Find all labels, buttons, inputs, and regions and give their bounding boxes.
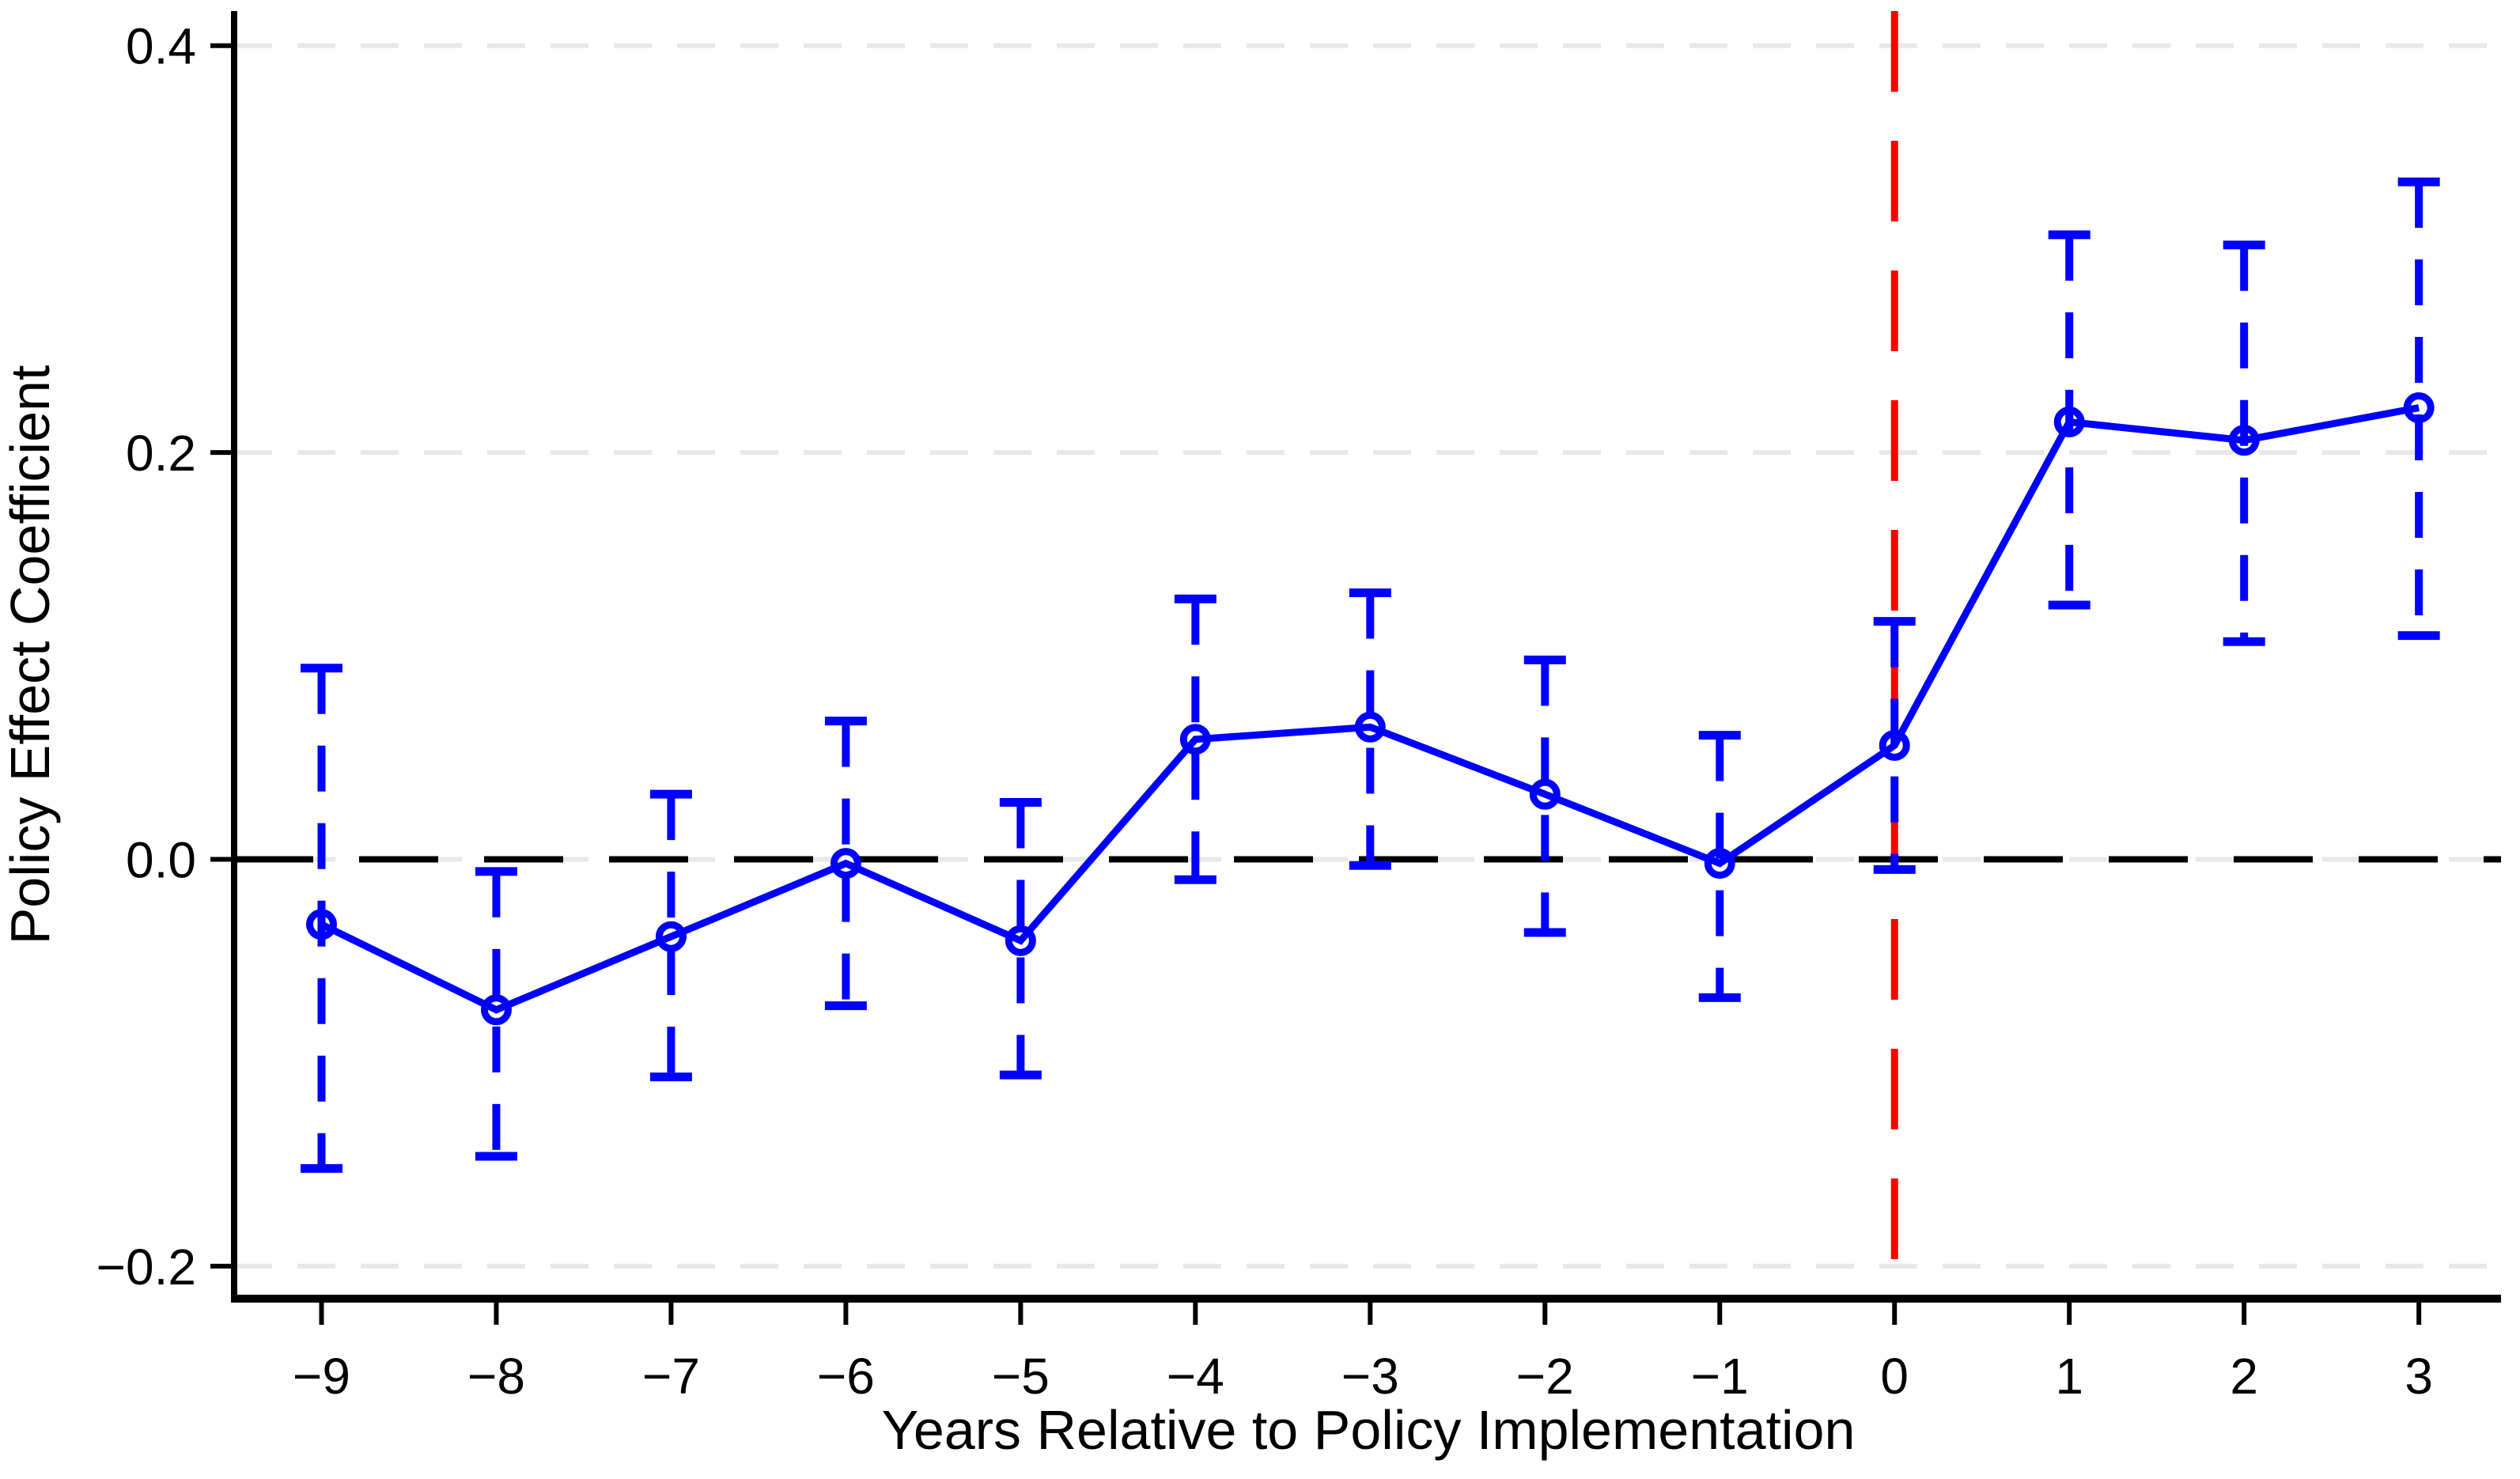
x-tick-label: −7 bbox=[642, 1348, 700, 1405]
x-tick-label: −1 bbox=[1691, 1348, 1749, 1405]
grid-layer bbox=[234, 43, 2501, 1269]
x-axis-title: Years Relative to Policy Implementation bbox=[882, 1399, 1856, 1461]
data-point-marker bbox=[305, 909, 337, 940]
data-point-marker bbox=[1879, 729, 1910, 761]
data-point-marker bbox=[2403, 392, 2435, 424]
y-axis-title: Policy Effect Coefficient bbox=[0, 365, 61, 945]
y-tick-label: 0.0 bbox=[126, 831, 196, 888]
estimate-line bbox=[320, 404, 2420, 1014]
x-tick-label: −5 bbox=[992, 1348, 1050, 1405]
data-point-marker bbox=[655, 921, 687, 952]
data-point-marker bbox=[1529, 778, 1561, 810]
x-tick-label: 1 bbox=[2055, 1348, 2083, 1405]
x-tick-label: −4 bbox=[1167, 1348, 1224, 1405]
data-point-marker bbox=[1704, 848, 1735, 879]
data-point-marker bbox=[2053, 407, 2085, 438]
data-point-marker bbox=[830, 848, 861, 879]
x-tick-label: 3 bbox=[2405, 1348, 2433, 1405]
x-tick-label: −9 bbox=[293, 1348, 350, 1405]
x-tick-label: −3 bbox=[1341, 1348, 1399, 1405]
y-tick-label: 0.2 bbox=[126, 425, 196, 482]
confidence-interval-layer bbox=[300, 177, 2440, 1173]
x-tick-label: −6 bbox=[817, 1348, 875, 1405]
data-point-marker bbox=[1354, 711, 1386, 743]
x-tick-label: −8 bbox=[467, 1348, 525, 1405]
data-point-marker bbox=[480, 994, 512, 1026]
x-tick-label: −2 bbox=[1516, 1348, 1574, 1405]
series-layer bbox=[305, 392, 2435, 1026]
data-point-marker bbox=[1005, 925, 1036, 956]
axis-layer: −0.2 0.0 0.2 0.4 −9 −8 −7 −6 −5 −4 −3 −2 −1 0 1 2 3 bbox=[96, 11, 2501, 1405]
reference-line-layer bbox=[234, 11, 2501, 1299]
data-point-marker bbox=[2228, 425, 2260, 456]
data-point-marker bbox=[1179, 724, 1211, 755]
x-tick-label: 0 bbox=[1880, 1348, 1909, 1405]
x-tick-label: 2 bbox=[2230, 1348, 2258, 1405]
y-tick-label: 0.4 bbox=[126, 18, 196, 75]
y-tick-label: −0.2 bbox=[96, 1239, 196, 1296]
